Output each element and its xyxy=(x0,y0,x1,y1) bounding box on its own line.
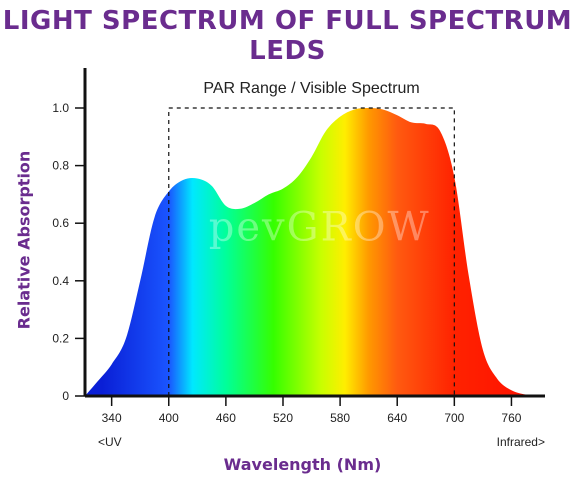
y-axis-label: Relative Absorption xyxy=(14,150,34,330)
uv-note: <UV xyxy=(98,435,122,449)
x-axis-label: Wavelength (Nm) xyxy=(223,455,382,474)
spectrum-area xyxy=(85,108,540,396)
y-tick-label: 0.2 xyxy=(52,331,69,345)
x-tick-label: 700 xyxy=(444,411,464,425)
x-tick-label: 520 xyxy=(273,411,293,425)
par-range-label: PAR Range / Visible Spectrum xyxy=(203,80,419,97)
x-tick-label: 640 xyxy=(387,411,407,425)
x-tick-label: 760 xyxy=(501,411,521,425)
y-tick-label: 0.8 xyxy=(52,159,69,173)
y-tick-label: 0 xyxy=(62,389,69,403)
watermark-text: pevGROW xyxy=(209,204,431,250)
x-tick-label: 460 xyxy=(216,411,236,425)
x-tick-label: 400 xyxy=(159,411,179,425)
chart-title: LIGHT SPECTRUM OF FULL SPECTRUM LEDS xyxy=(2,6,573,66)
x-tick-label: 580 xyxy=(330,411,350,425)
y-tick-label: 0.4 xyxy=(52,274,69,288)
infrared-note: Infrared> xyxy=(497,435,545,449)
y-tick-label: 0.6 xyxy=(52,216,69,230)
x-tick-label: 340 xyxy=(102,411,122,425)
y-tick-label: 1.0 xyxy=(52,101,69,115)
par-range-box xyxy=(168,107,455,396)
